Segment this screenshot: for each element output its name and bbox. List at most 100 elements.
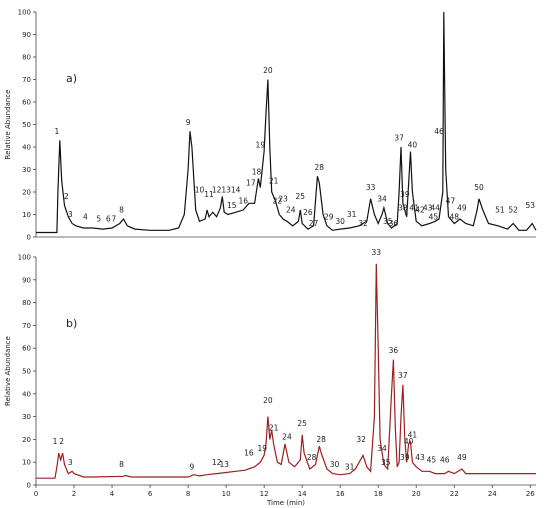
peak-label: 17 [246,179,256,188]
y-tick-label: 50 [22,121,31,129]
peak-label: 40 [408,140,418,149]
peak-label: 18 [252,167,262,176]
peak-label: 39 [400,453,410,462]
x-tick-label: 2 [72,490,76,498]
y-tick-label: 10 [22,459,31,467]
peak-label: 47 [446,197,456,206]
y-tick-label: 30 [22,166,31,174]
peak-label: 34 [377,444,387,453]
peak-label: 9 [190,462,195,471]
peak-label: 51 [495,206,505,215]
peak-label: 24 [286,206,296,215]
peak-label: 28 [316,435,326,444]
peak-label: 1 [53,437,58,446]
peak-label: 8 [119,460,124,469]
x-tick-label: 18 [374,490,383,498]
peak-label: 13 [221,185,231,194]
peak-label: 25 [297,419,307,428]
y-tick-label: 80 [22,299,31,307]
peak-label: 41 [408,430,418,439]
peak-label: 11 [204,190,214,199]
peak-label: 43 [423,203,433,212]
peak-label: 36 [389,346,399,355]
y-tick-label: 60 [22,99,31,107]
y-tick-label: 80 [22,54,31,62]
panel-label: a) [66,72,77,85]
peak-label: 7 [112,215,117,224]
x-tick-label: 6 [148,490,153,498]
x-tick-label: 26 [526,490,535,498]
peak-label: 37 [398,371,408,380]
peak-label: 13 [219,460,229,469]
peak-label: 53 [526,201,536,210]
peak-label: 46 [440,455,450,464]
peak-label: 41 [410,203,420,212]
peak-label: 30 [335,217,345,226]
x-tick-label: 16 [336,490,345,498]
peak-label: 5 [96,215,101,224]
y-tick-label: 70 [22,322,31,330]
peak-label: 9 [186,118,191,127]
peak-label: 32 [356,435,366,444]
peak-label: 52 [508,206,518,215]
y-tick-label: 0 [27,482,31,490]
peak-label: 36 [389,219,399,228]
x-tick-label: 12 [260,490,269,498]
x-axis-label: Time (min) [266,499,305,507]
y-axis-label: Relative Abundance [4,90,12,160]
peak-label: 21 [269,424,279,433]
y-tick-label: 50 [22,368,31,376]
peak-label: 6 [106,215,111,224]
peak-label: 43 [415,453,425,462]
peak-label: 39 [400,190,410,199]
peak-label: 50 [474,183,484,192]
peak-label: 45 [427,455,437,464]
y-tick-label: 70 [22,76,31,84]
peak-label: 31 [347,210,357,219]
peak-label: 20 [263,66,273,75]
peak-label: 3 [68,210,73,219]
peak-label: 31 [345,462,355,471]
peak-label: 49 [457,203,467,212]
peak-label: 35 [383,217,393,226]
y-tick-label: 30 [22,413,31,421]
x-tick-label: 8 [186,490,190,498]
peak-label: 24 [282,433,292,442]
peak-label: 49 [457,453,467,462]
panel-label: b) [66,317,77,330]
trace [36,11,537,234]
x-tick-label: 20 [412,490,421,498]
peak-label: 12 [212,458,222,467]
y-axis-label: Relative Abundance [4,336,12,406]
peak-label: 1 [55,127,60,136]
peak-label: 40 [404,437,414,446]
x-tick-label: 24 [488,490,497,498]
y-tick-label: 90 [22,276,31,284]
peak-label: 27 [309,219,319,228]
peak-label: 16 [244,449,254,458]
y-tick-label: 40 [22,390,31,398]
y-tick-label: 100 [18,9,31,17]
y-tick-label: 100 [18,254,31,262]
peak-label: 33 [372,248,382,257]
peak-label: 48 [449,212,459,221]
peak-label: 45 [429,212,439,221]
peak-label: 28 [314,163,324,172]
peak-label: 37 [394,134,404,143]
peak-label: 19 [256,140,266,149]
peak-label: 25 [295,192,305,201]
peak-label: 19 [257,444,267,453]
y-tick-label: 60 [22,345,31,353]
x-tick-label: 0 [34,490,38,498]
x-tick-label: 4 [110,490,115,498]
peak-label: 22 [273,197,283,206]
peak-label: 10 [195,185,205,194]
y-tick-label: 40 [22,144,31,152]
peak-label: 16 [238,197,248,206]
peak-label: 8 [119,206,124,215]
x-tick-label: 10 [222,490,231,498]
peak-label: 14 [231,185,241,194]
peak-label: 30 [330,460,340,469]
peak-label: 3 [68,458,73,467]
peak-label: 44 [430,203,440,212]
